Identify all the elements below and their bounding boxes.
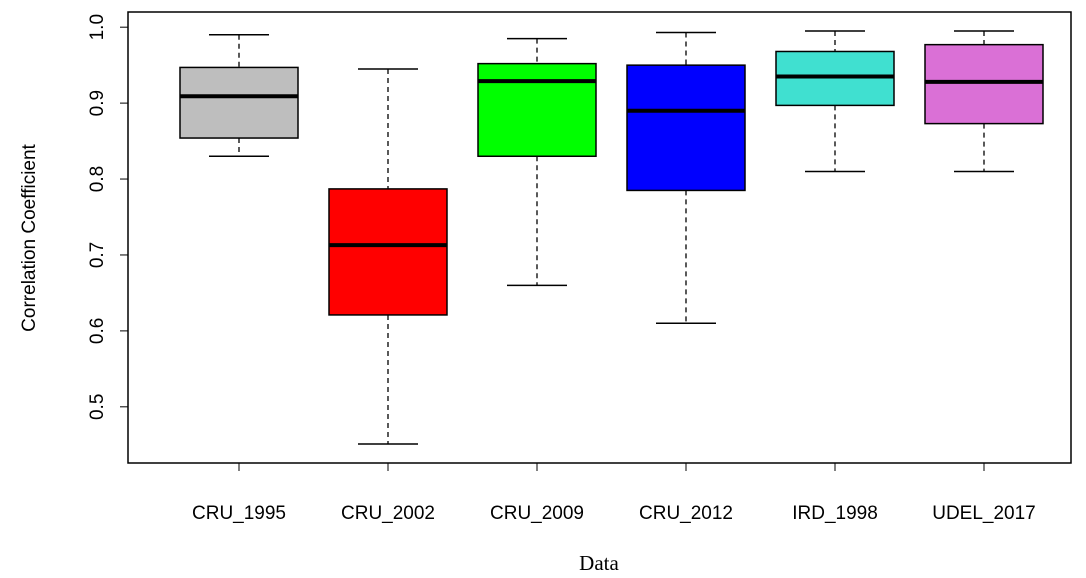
y-tick-label: 1.0 — [87, 14, 108, 40]
plot-frame — [127, 11, 1072, 464]
x-tick-label: IRD_1998 — [792, 503, 878, 524]
x-tick-label: CRU_1995 — [192, 503, 286, 524]
box — [626, 64, 746, 192]
y-tick-label: 0.9 — [87, 90, 108, 116]
x-axis-label: Data — [579, 551, 619, 575]
y-tick-label: 0.8 — [87, 166, 108, 192]
x-tick-label: UDEL_2017 — [932, 503, 1036, 524]
box — [328, 188, 448, 316]
x-tick-label: CRU_2012 — [639, 503, 733, 524]
y-axis-label: Correlation Coefficient — [19, 143, 40, 331]
x-tick-label: CRU_2009 — [490, 503, 584, 524]
box — [179, 66, 299, 139]
y-tick-label: 0.7 — [87, 242, 108, 268]
x-tick-label: CRU_2002 — [341, 503, 435, 524]
box — [477, 62, 597, 158]
y-tick-label: 0.6 — [87, 318, 108, 344]
box — [924, 43, 1044, 125]
y-tick-label: 0.5 — [87, 394, 108, 420]
